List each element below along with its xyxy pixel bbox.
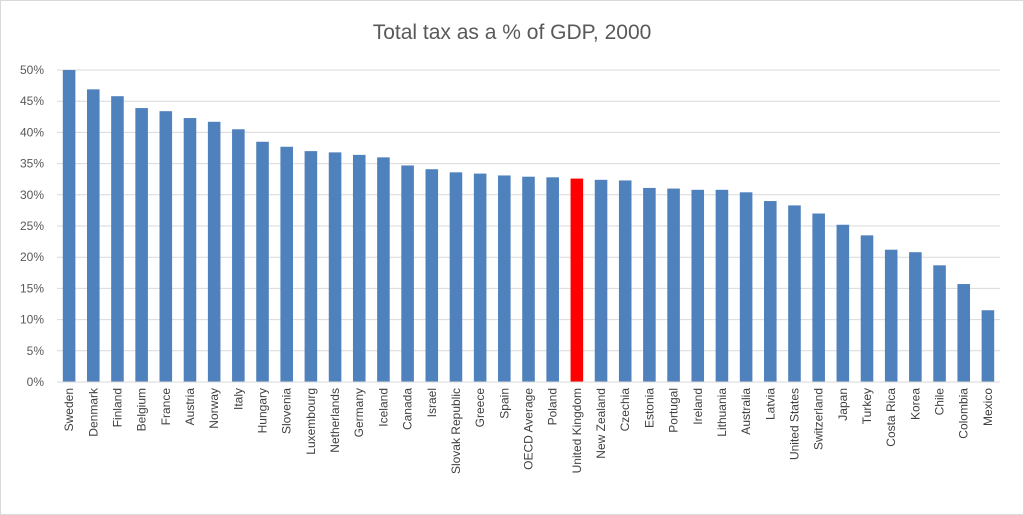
bar-switzerland xyxy=(812,213,825,382)
bar-new-zealand xyxy=(594,179,608,382)
x-tick-label: France xyxy=(159,388,173,426)
bar-belgium xyxy=(135,108,148,383)
y-tick-label: 45% xyxy=(20,94,44,108)
x-tick-label: Sweden xyxy=(62,388,76,431)
bar-netherlands xyxy=(328,152,342,382)
x-tick-label: Israel xyxy=(425,388,439,417)
x-tick-label: Poland xyxy=(546,388,560,425)
bar-japan xyxy=(836,224,850,382)
bar-united-states xyxy=(788,205,801,382)
x-tick-label: Estonia xyxy=(642,388,656,428)
bar-lithuania xyxy=(715,189,729,382)
x-tick-label: Chile xyxy=(933,388,947,416)
y-tick-label: 15% xyxy=(20,281,44,295)
x-tick-label: OECD Average xyxy=(522,388,536,470)
bar-estonia xyxy=(643,187,656,382)
y-tick-label: 35% xyxy=(20,157,44,171)
bar-canada xyxy=(401,165,414,382)
x-tick-label: Norway xyxy=(207,388,221,429)
x-tick-label: Ireland xyxy=(691,388,705,425)
x-tick-label: United Kingdom xyxy=(570,388,584,473)
bar-costa-rica xyxy=(884,249,898,382)
x-tick-label: Costa Rica xyxy=(884,388,898,447)
x-tick-label: Austria xyxy=(183,388,197,426)
x-tick-label: Czechia xyxy=(618,388,632,432)
x-tick-label: Hungary xyxy=(256,388,270,433)
x-tick-label: Belgium xyxy=(135,388,149,431)
x-tick-label: Spain xyxy=(497,388,511,419)
y-tick-label: 40% xyxy=(20,125,44,139)
x-tick-label: Luxembourg xyxy=(304,388,318,455)
bar-israel xyxy=(425,169,439,382)
bar-latvia xyxy=(764,201,777,382)
bar-austria xyxy=(183,118,197,382)
x-axis-labels: Sweden Denmark Finland Belgium France Austria… xyxy=(62,387,995,474)
y-tick-label: 25% xyxy=(20,219,44,233)
x-tick-label: United States xyxy=(787,388,801,460)
x-tick-label: Greece xyxy=(473,388,487,428)
x-tick-label: Slovenia xyxy=(280,388,294,434)
bar-mexico xyxy=(981,310,995,382)
x-tick-label: Mexico xyxy=(981,388,995,426)
bar-poland xyxy=(546,177,559,382)
bar-turkey xyxy=(860,235,874,382)
x-tick-label: Germany xyxy=(352,388,366,437)
x-tick-label: Canada xyxy=(401,388,415,430)
bar-czechia xyxy=(618,180,632,382)
x-tick-label: Australia xyxy=(739,388,753,435)
bar-slovenia xyxy=(280,146,293,382)
x-tick-label: Switzerland xyxy=(812,388,826,450)
bar-spain xyxy=(498,175,511,382)
bar-colombia xyxy=(957,284,971,382)
x-tick-label: Latvia xyxy=(763,388,777,420)
bar-australia xyxy=(739,192,753,382)
y-axis-ticks: 0% 5% 10% 15% 20% 25% 30% 35% 40% 45% 50% xyxy=(20,63,44,389)
y-tick-label: 50% xyxy=(20,63,44,77)
bar-greece xyxy=(473,173,487,382)
bar-oecd-average xyxy=(522,176,535,382)
x-tick-label: Denmark xyxy=(86,387,100,437)
x-tick-label: Portugal xyxy=(667,388,681,433)
y-tick-label: 10% xyxy=(20,313,44,327)
x-tick-label: Slovak Republic xyxy=(449,388,463,474)
bar-luxembourg xyxy=(304,151,318,382)
x-tick-label: Japan xyxy=(836,388,850,421)
x-tick-label: Colombia xyxy=(957,388,971,439)
bar-united-kingdom xyxy=(570,178,584,382)
x-tick-label: Turkey xyxy=(860,388,874,424)
bars xyxy=(62,70,995,383)
bar-sweden xyxy=(62,70,76,382)
bar-ireland xyxy=(691,189,705,382)
bar-portugal xyxy=(667,188,680,382)
bar-hungary xyxy=(256,141,269,382)
x-tick-label: Italy xyxy=(231,388,245,410)
x-tick-label: Netherlands xyxy=(328,388,342,453)
bar-iceland xyxy=(377,157,390,382)
x-tick-label: Iceland xyxy=(376,388,390,427)
x-tick-label: Korea xyxy=(908,388,922,420)
bar-denmark xyxy=(86,89,100,383)
y-tick-label: 20% xyxy=(20,250,44,264)
bar-france xyxy=(159,111,173,383)
bar-germany xyxy=(352,154,366,382)
x-tick-label: New Zealand xyxy=(594,388,608,459)
bar-chile xyxy=(933,265,946,382)
bar-norway xyxy=(207,121,221,383)
y-tick-label: 0% xyxy=(27,375,45,389)
bar-italy xyxy=(232,129,245,382)
bar-korea xyxy=(909,252,922,382)
y-tick-label: 5% xyxy=(27,344,45,358)
x-tick-label: Lithuania xyxy=(715,388,729,437)
y-tick-label: 30% xyxy=(20,188,44,202)
bar-slovak-republic xyxy=(449,172,463,382)
bar-finland xyxy=(111,96,124,382)
chart-title: Total tax as a % of GDP, 2000 xyxy=(373,21,652,44)
x-tick-label: Finland xyxy=(110,388,124,427)
